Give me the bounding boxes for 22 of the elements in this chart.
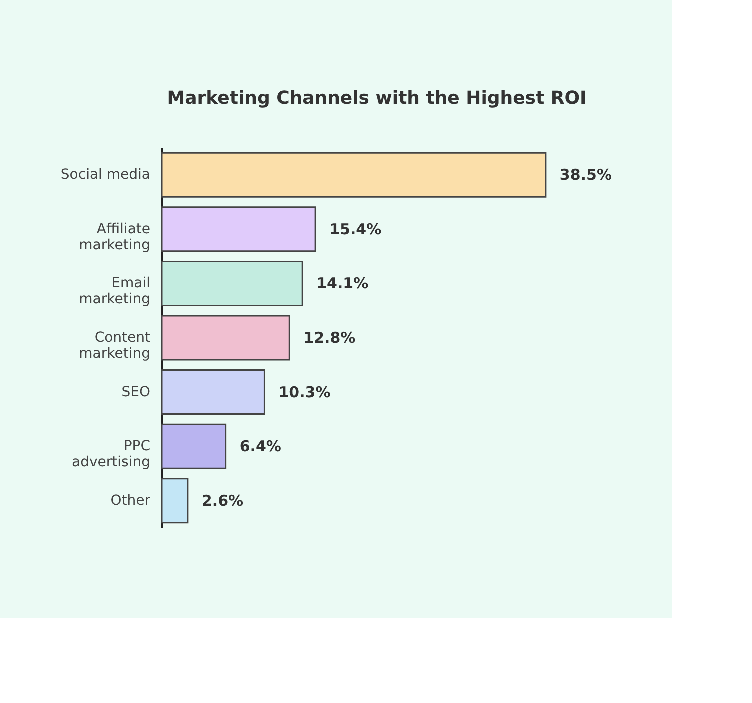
y-tick-label: Social media bbox=[60, 167, 150, 184]
y-tick-label: PPC advertising bbox=[72, 438, 151, 471]
bar bbox=[161, 370, 266, 416]
y-tick-label: Email marketing bbox=[79, 276, 150, 308]
chart-title: Marketing Channels with the Highest ROI bbox=[167, 88, 587, 109]
y-tick-label: Affiliate marketing bbox=[79, 221, 150, 254]
data-label: 15.4% bbox=[330, 220, 382, 238]
bar bbox=[161, 206, 316, 252]
bar bbox=[161, 478, 189, 524]
data-label: 2.6% bbox=[202, 492, 244, 510]
bar bbox=[161, 424, 227, 470]
bar bbox=[161, 260, 304, 306]
bar bbox=[161, 315, 290, 361]
data-label: 6.4% bbox=[240, 438, 282, 456]
data-label: 14.1% bbox=[316, 274, 369, 293]
data-label: 10.3% bbox=[278, 383, 331, 402]
data-label: 12.8% bbox=[304, 329, 356, 347]
data-label: 38.5% bbox=[560, 166, 612, 184]
y-tick-label: Content marketing bbox=[79, 330, 151, 362]
y-tick-label: SEO bbox=[122, 384, 150, 400]
y-tick-label: Other bbox=[110, 492, 151, 509]
bar bbox=[161, 152, 547, 198]
